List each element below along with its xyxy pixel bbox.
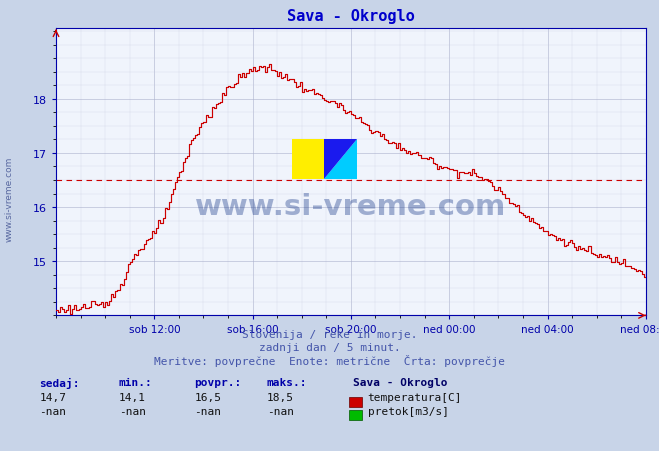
Text: maks.:: maks.: (267, 377, 307, 387)
Text: Slovenija / reke in morje.: Slovenija / reke in morje. (242, 329, 417, 339)
Text: temperatura[C]: temperatura[C] (368, 392, 462, 402)
Text: povpr.:: povpr.: (194, 377, 242, 387)
Text: sedaj:: sedaj: (40, 377, 80, 388)
Bar (292, 139, 324, 179)
Text: min.:: min.: (119, 377, 152, 387)
Text: -nan: -nan (119, 406, 146, 416)
Text: 14,7: 14,7 (40, 392, 67, 402)
Text: 16,5: 16,5 (194, 392, 221, 402)
Text: www.si-vreme.com: www.si-vreme.com (195, 193, 507, 221)
Polygon shape (324, 139, 357, 179)
Text: Meritve: povprečne  Enote: metrične  Črta: povprečje: Meritve: povprečne Enote: metrične Črta:… (154, 354, 505, 367)
Text: zadnji dan / 5 minut.: zadnji dan / 5 minut. (258, 342, 401, 352)
Text: 18,5: 18,5 (267, 392, 294, 402)
Title: Sava - Okroglo: Sava - Okroglo (287, 9, 415, 24)
Text: www.si-vreme.com: www.si-vreme.com (5, 156, 14, 241)
Text: 14,1: 14,1 (119, 392, 146, 402)
Text: -nan: -nan (40, 406, 67, 416)
Polygon shape (324, 139, 357, 179)
Text: pretok[m3/s]: pretok[m3/s] (368, 406, 449, 416)
Text: -nan: -nan (194, 406, 221, 416)
Text: -nan: -nan (267, 406, 294, 416)
Text: Sava - Okroglo: Sava - Okroglo (353, 377, 447, 387)
